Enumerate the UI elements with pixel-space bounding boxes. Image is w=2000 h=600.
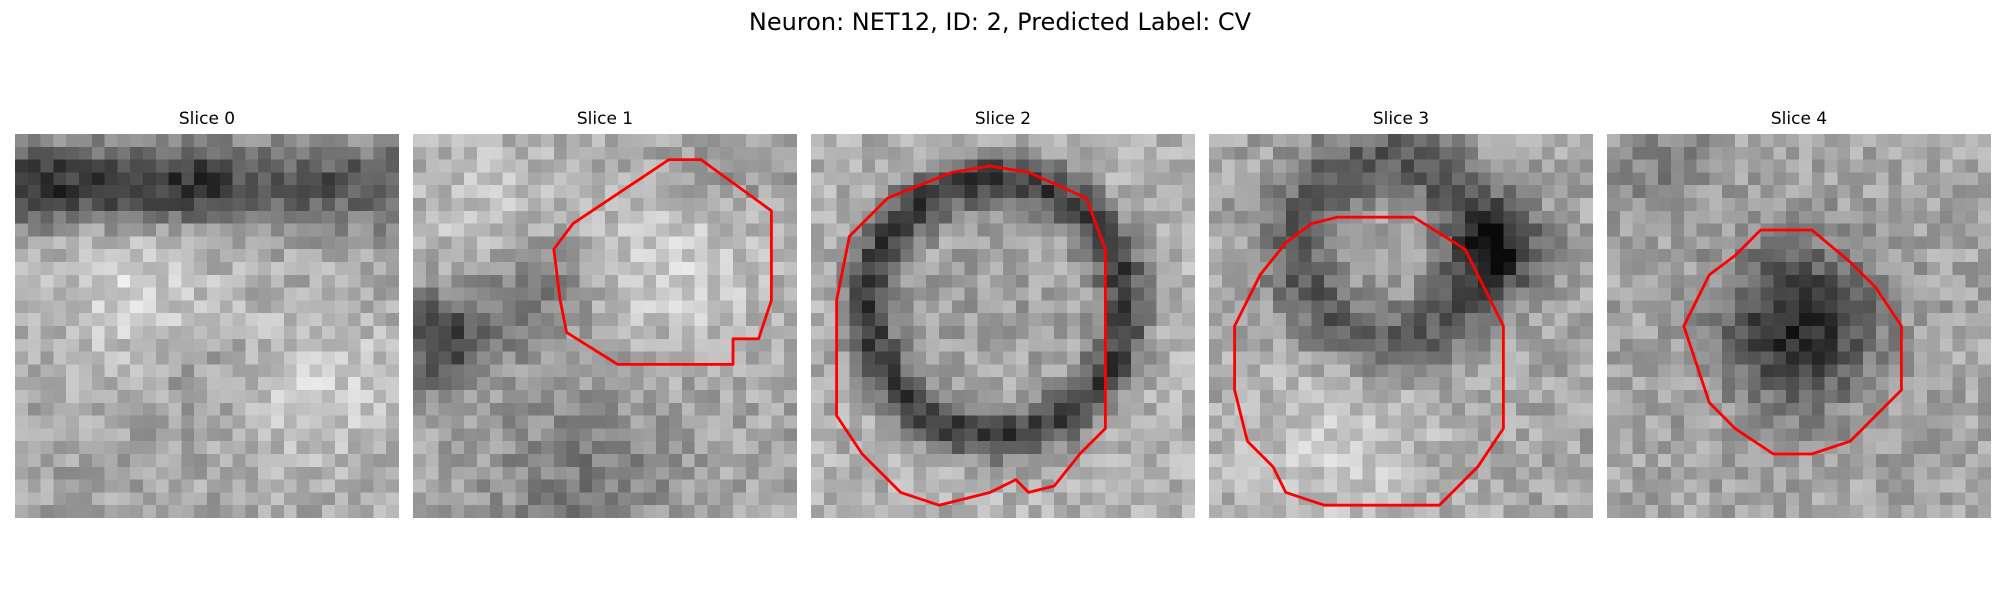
- slice-4-image: [1607, 134, 1991, 518]
- figure-title: Neuron: NET12, ID: 2, Predicted Label: C…: [748, 8, 1252, 36]
- slice-0-title: Slice 0: [178, 109, 236, 129]
- slice-4-contour: [1682, 228, 1903, 456]
- slice-2-contour: [835, 164, 1107, 507]
- slice-0-image: [15, 134, 399, 518]
- slice-4-title: Slice 4: [1770, 109, 1828, 129]
- slice-3-title: Slice 3: [1372, 109, 1430, 129]
- slice-2-image: [811, 134, 1195, 518]
- slice-1-contour: [552, 158, 773, 366]
- slice-1-image: [413, 134, 797, 518]
- slice-2-title: Slice 2: [974, 109, 1032, 129]
- slice-1-title: Slice 1: [576, 109, 634, 129]
- slice-3-contour: [1233, 215, 1505, 507]
- slice-3-image: [1209, 134, 1593, 518]
